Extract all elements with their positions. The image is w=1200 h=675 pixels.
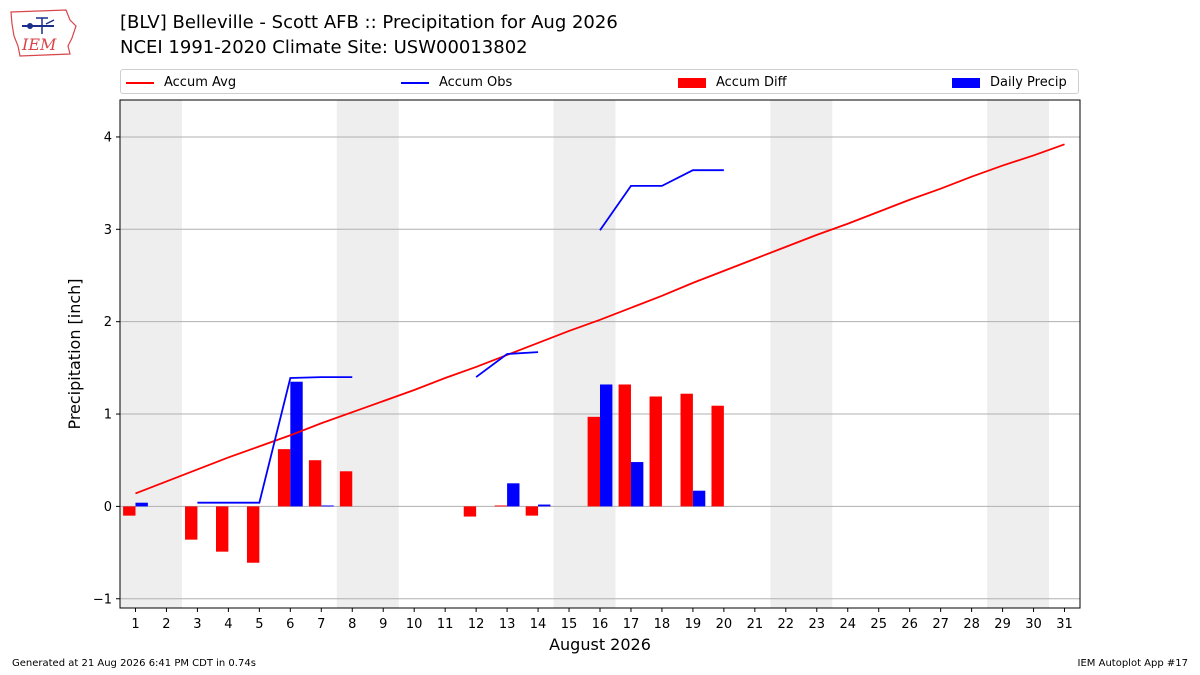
y-tick-label: 3 xyxy=(104,223,112,238)
y-tick-label: 4 xyxy=(104,130,112,145)
x-tick-label: 29 xyxy=(994,617,1011,632)
x-tick-label: 4 xyxy=(224,617,232,632)
legend-item-daily-precip: Daily Precip xyxy=(952,70,1067,95)
chart-subtitle: NCEI 1991-2020 Climate Site: USW00013802 xyxy=(120,37,528,58)
x-tick-label: 14 xyxy=(530,617,547,632)
accum-diff-bar xyxy=(185,506,198,540)
accum-diff-bar xyxy=(649,396,662,507)
weekend-shade-band xyxy=(987,100,1050,608)
weekend-shade-band xyxy=(336,100,399,608)
iowa-state-outline-logo-icon: IEM xyxy=(10,9,77,57)
x-tick-label: 8 xyxy=(348,617,356,632)
accum-diff-bar xyxy=(339,471,353,507)
daily-precip-bar xyxy=(600,384,613,507)
weekend-shade-band xyxy=(553,100,616,608)
daily-precip-bar xyxy=(507,483,520,507)
x-tick-label: 15 xyxy=(561,617,578,632)
legend-swatch-daily-precip xyxy=(952,77,980,88)
daily-precip-bar xyxy=(538,504,551,507)
x-tick-label: 23 xyxy=(809,617,826,632)
x-tick-label: 1 xyxy=(131,617,139,632)
x-tick-label: 20 xyxy=(716,617,733,632)
accum-obs-line-segment xyxy=(197,376,353,504)
x-tick-label: 16 xyxy=(592,617,609,632)
legend-swatch-accum-avg xyxy=(126,81,154,84)
y-axis-label: Precipitation [inch] xyxy=(65,278,84,429)
legend-label-accum-diff: Accum Diff xyxy=(716,75,787,90)
weekend-shade-band xyxy=(770,100,833,608)
legend-item-accum-obs: Accum Obs xyxy=(401,70,512,95)
x-tick-label: 19 xyxy=(685,617,702,632)
x-tick-label: 11 xyxy=(437,617,454,632)
accum-avg-line xyxy=(135,143,1065,495)
x-tick-label: 10 xyxy=(406,617,423,632)
x-tick-label: 5 xyxy=(255,617,263,632)
accum-diff-bar xyxy=(123,506,136,516)
accum-diff-bar xyxy=(525,506,539,516)
x-tick-label: 18 xyxy=(654,617,671,632)
accum-diff-bar xyxy=(246,506,260,563)
app-label: IEM Autoplot App #17 xyxy=(1077,658,1188,669)
x-tick-label: 30 xyxy=(1025,617,1042,632)
accum-diff-bar xyxy=(463,506,477,517)
y-tick-label: 1 xyxy=(104,408,112,423)
y-tick-label: −1 xyxy=(93,592,112,607)
accum-diff-bar xyxy=(711,405,724,507)
legend-item-accum-diff: Accum Diff xyxy=(678,70,787,95)
x-tick-label: 6 xyxy=(286,617,294,632)
accum-obs-line-segment xyxy=(475,351,539,378)
accum-obs-line-segment xyxy=(599,169,724,231)
x-tick-label: 12 xyxy=(468,617,485,632)
legend-item-accum-avg: Accum Avg xyxy=(126,70,236,95)
x-tick-label: 3 xyxy=(193,617,201,632)
legend-swatch-accum-obs xyxy=(401,81,429,84)
x-tick-label: 24 xyxy=(839,617,856,632)
accum-diff-bar xyxy=(587,416,600,507)
accum-diff-bar xyxy=(494,505,508,507)
daily-precip-bar xyxy=(135,502,148,507)
daily-precip-bar xyxy=(692,490,706,507)
x-tick-label: 7 xyxy=(317,617,325,632)
weekend-shade-band xyxy=(120,100,182,608)
chart-title: [BLV] Belleville - Scott AFB :: Precipit… xyxy=(120,12,618,33)
x-axis-label: August 2026 xyxy=(549,635,651,654)
x-tick-label: 9 xyxy=(379,617,387,632)
x-tick-label: 31 xyxy=(1056,617,1073,632)
iem-logo: IEM xyxy=(8,6,80,60)
legend-swatch-accum-diff xyxy=(678,77,706,88)
x-tick-label: 26 xyxy=(901,617,918,632)
accum-diff-bar xyxy=(308,460,322,507)
accum-diff-bar xyxy=(216,506,229,552)
legend-label-daily-precip: Daily Precip xyxy=(990,75,1067,90)
accum-diff-bar xyxy=(618,384,631,507)
x-tick-label: 2 xyxy=(162,617,170,632)
daily-precip-bar xyxy=(321,505,334,507)
accum-diff-bar xyxy=(680,393,693,507)
x-tick-label: 25 xyxy=(870,617,887,632)
x-tick-label: 22 xyxy=(778,617,795,632)
x-tick-label: 28 xyxy=(963,617,980,632)
legend-label-accum-obs: Accum Obs xyxy=(439,75,513,90)
y-tick-label: 0 xyxy=(104,500,112,515)
accum-diff-bar xyxy=(277,449,291,507)
daily-precip-bar xyxy=(290,381,303,507)
daily-precip-bar xyxy=(630,462,644,507)
x-tick-label: 13 xyxy=(499,617,516,632)
x-tick-label: 27 xyxy=(932,617,949,632)
x-tick-label: 21 xyxy=(747,617,764,632)
generated-timestamp: Generated at 21 Aug 2026 6:41 PM CDT in … xyxy=(12,658,256,669)
legend-label-accum-avg: Accum Avg xyxy=(164,75,237,90)
y-tick-label: 2 xyxy=(104,315,112,330)
chart-legend: Accum Avg Accum Obs Accum Diff Daily Pre… xyxy=(120,69,1079,94)
x-tick-label: 17 xyxy=(623,617,640,632)
logo-text: IEM xyxy=(21,35,57,54)
